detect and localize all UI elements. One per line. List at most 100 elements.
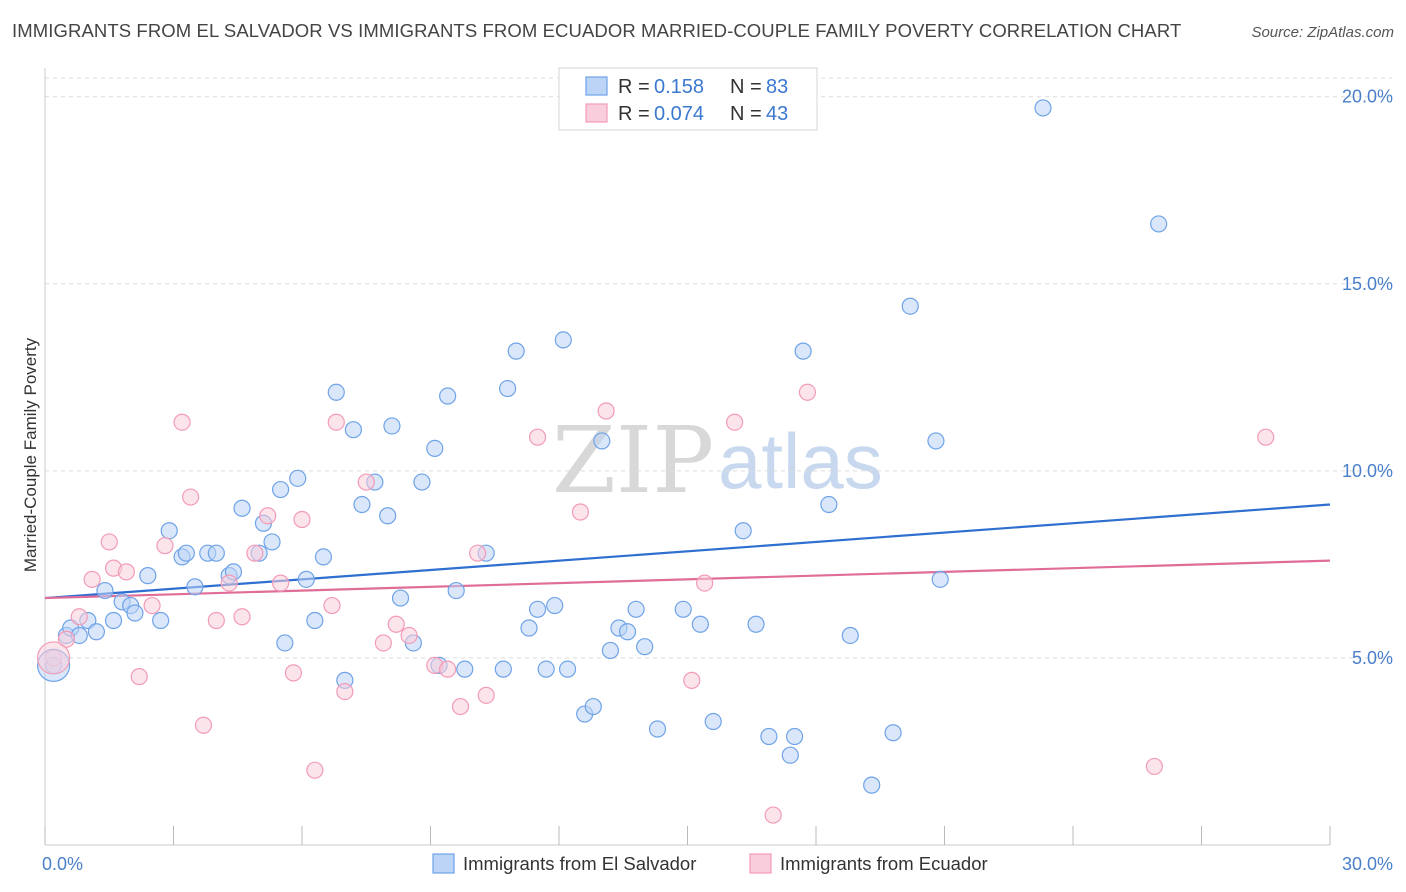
point-ecuador-42 (1145, 757, 1163, 776)
point-el-salvador-21 (233, 499, 251, 517)
point-el-salvador-37 (383, 417, 401, 435)
point-el-salvador-5 (87, 623, 106, 641)
point-ecuador-20 (293, 510, 311, 529)
point-el-salvador-64 (648, 720, 667, 738)
point-el-salvador-78 (901, 297, 919, 315)
point-el-salvador-59 (601, 641, 620, 660)
point-ecuador-6 (117, 563, 135, 581)
point-ecuador-37 (683, 671, 701, 689)
point-ecuador-28 (400, 626, 418, 645)
point-el-salvador-13 (160, 522, 178, 540)
point-ecuador-10 (173, 413, 191, 431)
point-el-salvador-50 (520, 619, 538, 637)
y-tick-label-3: 20.0% (1342, 87, 1393, 107)
point-el-salvador-28 (297, 570, 315, 588)
point-el-salvador-11 (139, 567, 157, 585)
legend-r-label-1: R = (618, 76, 650, 98)
point-ecuador-21 (306, 761, 324, 779)
point-el-salvador-26 (276, 634, 294, 652)
bottom-legend-label-el-salvador: Immigrants from El Salvador (463, 853, 696, 874)
point-ecuador-25 (357, 473, 375, 491)
point-el-salvador-24 (263, 533, 281, 551)
legend-r-value-2: 0.074 (654, 103, 704, 125)
point-ecuador-12 (194, 716, 213, 734)
point-el-salvador-65 (674, 600, 692, 618)
point-ecuador-41 (764, 806, 782, 824)
point-ecuador-39 (726, 413, 744, 431)
point-el-salvador-30 (314, 548, 333, 566)
chart-title: IMMIGRANTS FROM EL SALVADOR VS IMMIGRANT… (12, 20, 1182, 41)
point-el-salvador-33 (344, 421, 362, 439)
point-el-salvador-10 (126, 604, 144, 622)
point-el-salvador-79 (927, 432, 945, 450)
point-ecuador-36 (597, 402, 615, 420)
point-ecuador-40 (798, 383, 817, 401)
x-tick-labels: 0.0% 30.0% (42, 854, 1393, 874)
point-el-salvador-52 (537, 660, 555, 678)
point-ecuador-16 (246, 544, 264, 562)
point-ecuador-13 (207, 611, 225, 630)
legend-swatch-el-salvador (585, 76, 608, 96)
point-el-salvador-41 (426, 439, 444, 458)
point-ecuador-35 (571, 503, 590, 521)
point-ecuador-23 (327, 413, 345, 431)
point-el-salvador-54 (554, 331, 572, 349)
point-ecuador-31 (451, 697, 470, 716)
point-ecuador-7 (130, 668, 148, 686)
point-ecuador-2 (70, 608, 88, 626)
point-el-salvador-69 (747, 615, 765, 633)
point-el-salvador-34 (353, 495, 371, 514)
point-el-salvador-31 (327, 383, 345, 401)
point-el-salvador-76 (863, 776, 881, 794)
watermark: ZIP atlas (552, 407, 883, 514)
point-el-salvador-70 (760, 727, 778, 746)
watermark-zip: ZIP (552, 407, 714, 514)
point-el-salvador-57 (584, 697, 602, 716)
point-el-salvador-16 (186, 578, 204, 596)
point-el-salvador-27 (289, 469, 307, 487)
point-el-salvador-62 (627, 600, 645, 618)
y-tick-labels: 5.0% 10.0% 15.0% 20.0% (1342, 87, 1393, 668)
point-el-salvador-72 (785, 727, 804, 746)
legend-r-value-1: 0.158 (654, 76, 704, 98)
point-ecuador-17 (259, 507, 277, 525)
point-el-salvador-47 (494, 660, 512, 678)
legend-n-label-2: N = (730, 103, 762, 125)
point-ecuador-33 (477, 686, 495, 704)
point-ecuador-14 (220, 574, 238, 592)
point-el-salvador-40 (413, 473, 431, 491)
point-ecuador-18 (271, 574, 290, 592)
point-el-salvador-44 (447, 581, 465, 600)
point-ecuador-26 (374, 634, 392, 652)
point-ecuador-9 (156, 537, 174, 555)
point-el-salvador-29 (306, 611, 324, 630)
point-el-salvador-15 (177, 544, 195, 562)
grid (45, 77, 1392, 659)
point-el-salvador-73 (794, 342, 812, 360)
bottom-legend-swatch-ecuador (749, 853, 772, 874)
y-axis-label: Married-Couple Family Poverty (21, 337, 40, 572)
point-el-salvador-66 (691, 615, 709, 633)
y-tick-label-0: 5.0% (1352, 648, 1393, 668)
point-ecuador-8 (143, 596, 161, 615)
point-el-salvador-51 (528, 600, 547, 618)
point-el-salvador-71 (781, 746, 799, 764)
point-el-salvador-55 (558, 660, 577, 678)
watermark-atlas: atlas (718, 417, 883, 505)
trend-line-el-salvador (44, 503, 1331, 600)
point-ecuador-32 (469, 544, 487, 562)
legend-n-value-2: 43 (766, 103, 788, 125)
point-emphasized-2 (1257, 428, 1275, 446)
point-ecuador-30 (439, 660, 457, 678)
bottom-legend-swatch-el-salvador (432, 853, 455, 874)
y-tick-label-1: 10.0% (1342, 461, 1393, 481)
axes (44, 68, 1331, 846)
point-el-salvador-53 (546, 596, 564, 615)
legend-n-label-1: N = (730, 76, 762, 98)
point-el-salvador-61 (618, 623, 637, 641)
point-el-salvador-77 (884, 724, 902, 742)
point-emphasized-1 (36, 641, 71, 675)
point-ecuador-27 (387, 615, 405, 633)
point-el-salvador-36 (379, 507, 397, 525)
